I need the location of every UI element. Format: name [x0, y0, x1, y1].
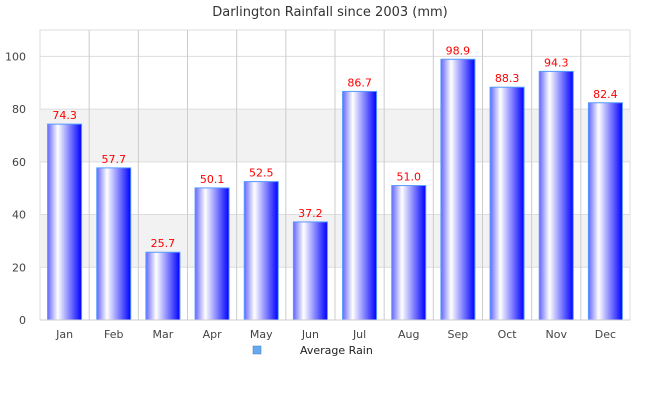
- value-label: 74.3: [52, 109, 77, 122]
- x-tick-label: Sep: [448, 328, 469, 341]
- bar-dec: [587, 102, 623, 321]
- x-tick-label: Jun: [301, 328, 319, 341]
- x-tick-label: Jan: [55, 328, 73, 341]
- bar-may: [243, 181, 279, 321]
- bar-jul: [342, 90, 378, 321]
- x-tick-label: Dec: [595, 328, 616, 341]
- x-tick-label: Feb: [104, 328, 123, 341]
- x-tick-label: Nov: [546, 328, 568, 341]
- x-tick-label: Jul: [352, 328, 366, 341]
- bar-sep: [440, 58, 476, 321]
- value-label: 94.3: [544, 56, 569, 69]
- x-tick-label: May: [250, 328, 273, 341]
- bar-mar: [145, 251, 181, 321]
- value-label: 50.1: [200, 173, 225, 186]
- y-tick-label: 60: [12, 156, 26, 169]
- value-label: 51.0: [397, 171, 422, 184]
- bar-feb: [96, 167, 132, 321]
- value-label: 88.3: [495, 72, 520, 85]
- y-tick-label: 40: [12, 209, 26, 222]
- chart-title: Darlington Rainfall since 2003 (mm): [212, 5, 448, 20]
- y-tick-label: 20: [12, 261, 26, 274]
- bar-jan: [47, 123, 83, 321]
- y-tick-label: 100: [5, 50, 26, 63]
- x-tick-label: Aug: [398, 328, 419, 341]
- legend-label[interactable]: Average Rain: [300, 344, 373, 357]
- bar-apr: [194, 187, 230, 321]
- bar-nov: [538, 70, 574, 321]
- y-tick-label: 80: [12, 103, 26, 116]
- x-tick-label: Apr: [203, 328, 223, 341]
- bar-aug: [391, 185, 427, 321]
- value-label: 52.5: [249, 167, 274, 180]
- value-label: 82.4: [593, 88, 618, 101]
- y-tick-label: 0: [19, 314, 26, 327]
- x-tick-label: Oct: [498, 328, 518, 341]
- value-label: 37.2: [298, 207, 323, 220]
- value-label: 25.7: [151, 237, 176, 250]
- value-label: 98.9: [446, 44, 471, 57]
- value-label: 57.7: [102, 153, 127, 166]
- bar-oct: [489, 86, 525, 321]
- x-tick-label: Mar: [153, 328, 174, 341]
- value-label: 86.7: [347, 76, 372, 89]
- legend-swatch[interactable]: [252, 345, 262, 355]
- bar-jun: [292, 221, 328, 321]
